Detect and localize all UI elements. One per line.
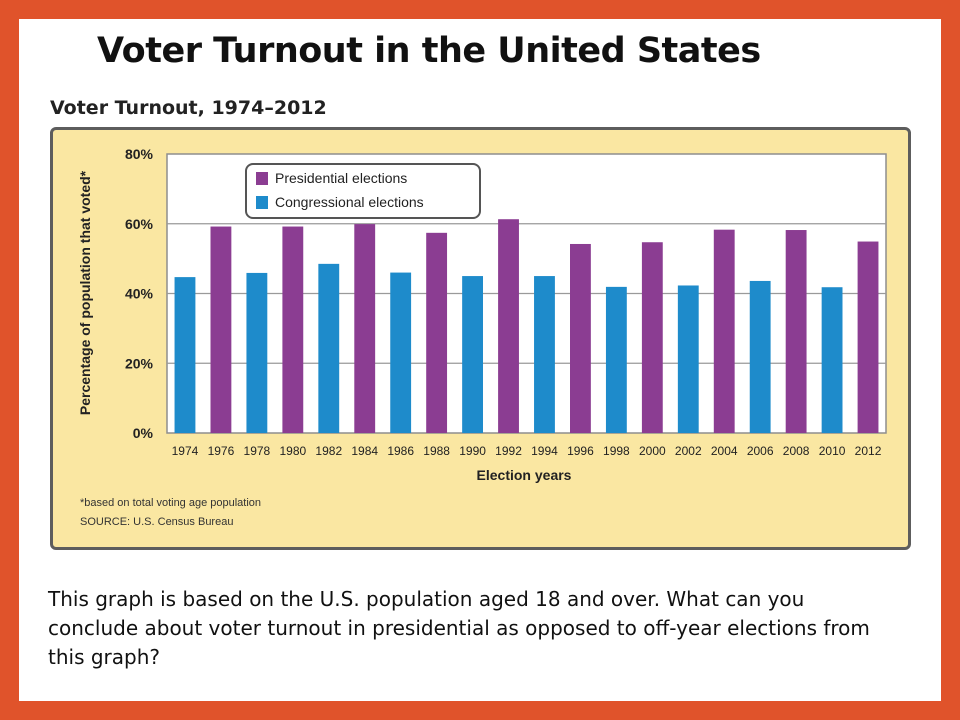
- x-tick-label: 1976: [208, 444, 235, 458]
- x-tick-label: 1994: [531, 444, 558, 458]
- bar-2000: [641, 242, 663, 433]
- bar-1992: [498, 219, 519, 433]
- slide-caption: This graph is based on the U.S. populati…: [48, 587, 870, 669]
- y-tick-label: 80%: [125, 146, 154, 162]
- bar-2008: [785, 230, 807, 433]
- bar-1988: [426, 232, 448, 433]
- slide-title: Voter Turnout in the United States: [97, 31, 761, 71]
- x-tick-label: 2012: [855, 444, 882, 458]
- x-tick-label: 1978: [244, 444, 271, 458]
- legend-label-congressional: Congressional elections: [275, 194, 424, 210]
- bar-2004: [713, 229, 735, 433]
- chart-title: Voter Turnout, 1974–2012: [50, 97, 327, 119]
- x-tick-label: 2006: [747, 444, 774, 458]
- x-tick-label: 2002: [675, 444, 702, 458]
- legend-swatch-congressional: [256, 196, 268, 209]
- legend-label-presidential: Presidential elections: [275, 170, 407, 186]
- y-tick-labels: 0% 20% 40% 60% 80%: [125, 146, 154, 441]
- x-tick-label: 2010: [819, 444, 846, 458]
- y-tick-label: 60%: [125, 216, 154, 232]
- bar-2002: [677, 285, 699, 433]
- bar-2012: [857, 241, 879, 433]
- x-tick-label: 1996: [567, 444, 594, 458]
- bar-1998: [605, 286, 627, 433]
- y-axis-label: Percentage of population that voted*: [77, 170, 93, 415]
- x-tick-label: 1988: [423, 444, 450, 458]
- bar-chart: 0%20%40%60%80% 1974 1976 1978 1980 1982 1984 1…: [77, 146, 887, 483]
- y-tick-label: 40%: [125, 286, 154, 302]
- bar-1984: [354, 224, 376, 433]
- x-tick-label: 1998: [603, 444, 630, 458]
- bars: [174, 219, 879, 433]
- legend: Presidential elections Congressional ele…: [245, 163, 481, 219]
- bar-1994: [534, 276, 555, 433]
- bar-2010: [821, 287, 843, 433]
- bar-1980: [282, 226, 304, 433]
- chart-source: SOURCE: U.S. Census Bureau: [80, 516, 234, 528]
- bar-1974: [174, 277, 196, 433]
- x-tick-label: 2000: [639, 444, 666, 458]
- x-tick-label: 2008: [783, 444, 810, 458]
- bar-1996: [569, 243, 591, 433]
- bar-1982: [318, 263, 340, 433]
- bar-1976: [210, 226, 232, 433]
- x-tick-labels: 1974 1976 1978 1980 1982 1984 1986 1988 1990 1992…: [172, 444, 882, 458]
- x-tick-label: 1980: [279, 444, 306, 458]
- bar-2006: [749, 280, 771, 433]
- x-tick-label: 1974: [172, 444, 199, 458]
- legend-swatch-presidential: [256, 172, 268, 185]
- x-tick-label: 1986: [387, 444, 414, 458]
- y-tick-label: 0%: [133, 425, 154, 441]
- legend-box: [245, 163, 481, 219]
- x-tick-label: 1992: [495, 444, 522, 458]
- chart-footnote: *based on total voting age population: [80, 497, 262, 509]
- bar-1986: [390, 272, 412, 433]
- bar-1978: [246, 272, 268, 433]
- x-tick-label: 2004: [711, 444, 738, 458]
- x-tick-label: 1984: [351, 444, 378, 458]
- bar-1990: [462, 276, 484, 433]
- y-tick-label: 20%: [125, 355, 154, 371]
- x-tick-label: 1990: [459, 444, 486, 458]
- x-axis-label: Election years: [477, 467, 572, 483]
- x-tick-label: 1982: [315, 444, 342, 458]
- slide: Voter Turnout in the United States Voter…: [19, 19, 941, 701]
- chart-panel: 0% 20% 40% 60% 80% 1974 1976 1978 1980 1982 1984 1…: [50, 127, 911, 550]
